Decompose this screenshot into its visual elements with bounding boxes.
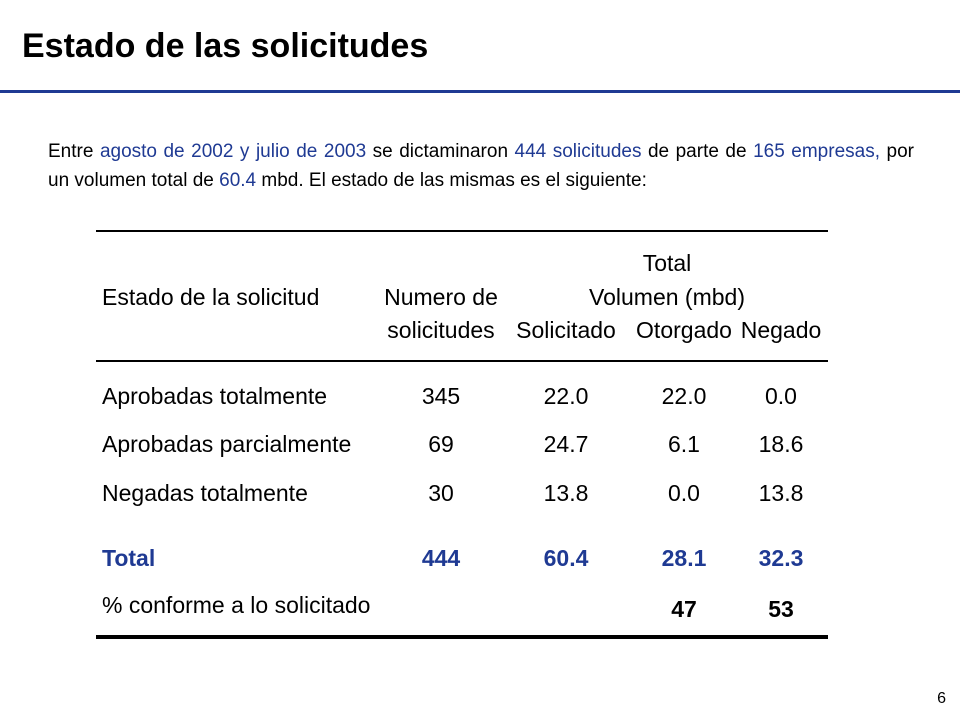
intro-highlight: 165 empresas, [753,141,880,162]
intro-text: mbd. El estado de las mismas es el sigui… [256,170,647,191]
header-numero-line2: solicitudes [387,317,495,343]
table-row-solicitado: 13.8 [543,480,589,506]
page-number: 6 [937,690,946,707]
table-top-rule [96,230,828,232]
intro-text: Entre [48,141,100,162]
header-otorgado: Otorgado [636,317,732,343]
table-row-estado: Negadas totalmente [102,480,308,506]
header-estado: Estado de la solicitud [102,284,320,310]
header-total: Total [642,250,692,276]
table-header-rule [96,360,828,362]
table-bottom-rule [96,635,828,639]
table-row-otorgado: 22.0 [661,383,707,409]
header-negado: Negado [740,317,822,343]
intro-text: se dictaminaron [366,141,515,162]
table-row-numero: 30 [428,480,454,506]
table-row-estado: Aprobadas totalmente [102,383,328,409]
intro-text: de parte de [641,141,754,162]
total-solicitado: 60.4 [543,545,589,571]
title-divider [0,90,960,93]
table-row-solicitado: 24.7 [543,431,589,457]
total-numero: 444 [421,545,461,571]
table-row-negado: 18.6 [758,431,804,457]
table-row-negado: 13.8 [758,480,804,506]
table-row-numero: 345 [421,383,461,409]
slide-title: Estado de las solicitudes [22,27,429,65]
percent-otorgado: 47 [671,596,697,622]
intro-highlight: 60.4 [219,170,257,191]
percent-negado: 53 [768,596,794,622]
header-numero-line1: Numero de [384,284,498,310]
table-row-otorgado: 0.0 [668,480,700,506]
intro-paragraph: Entre agosto de 2002 y julio de 2003 se … [48,137,914,195]
intro-highlight: agosto de 2002 [99,141,234,162]
intro-highlight: 444 solicitudes [514,141,642,162]
table-row-numero: 69 [428,431,454,457]
table-row-otorgado: 6.1 [668,431,700,457]
table-row-solicitado: 22.0 [543,383,589,409]
total-label: Total [102,545,156,571]
table-row-estado: Aprobadas parcialmente [102,431,352,457]
intro-text: por un volumen total de [48,141,914,191]
header-solicitado: Solicitado [516,317,616,343]
intro-highlight: julio de 2003 [255,141,367,162]
total-negado: 32.3 [758,545,804,571]
status-table: Total Estado de la solicitud Numero de V… [96,230,828,640]
intro-highlight: y [239,141,250,162]
total-otorgado: 28.1 [661,545,707,571]
header-volumen: Volumen (mbd) [589,284,745,310]
percent-label: % conforme a lo solicitado [102,592,371,618]
table-row-negado: 0.0 [765,383,797,409]
